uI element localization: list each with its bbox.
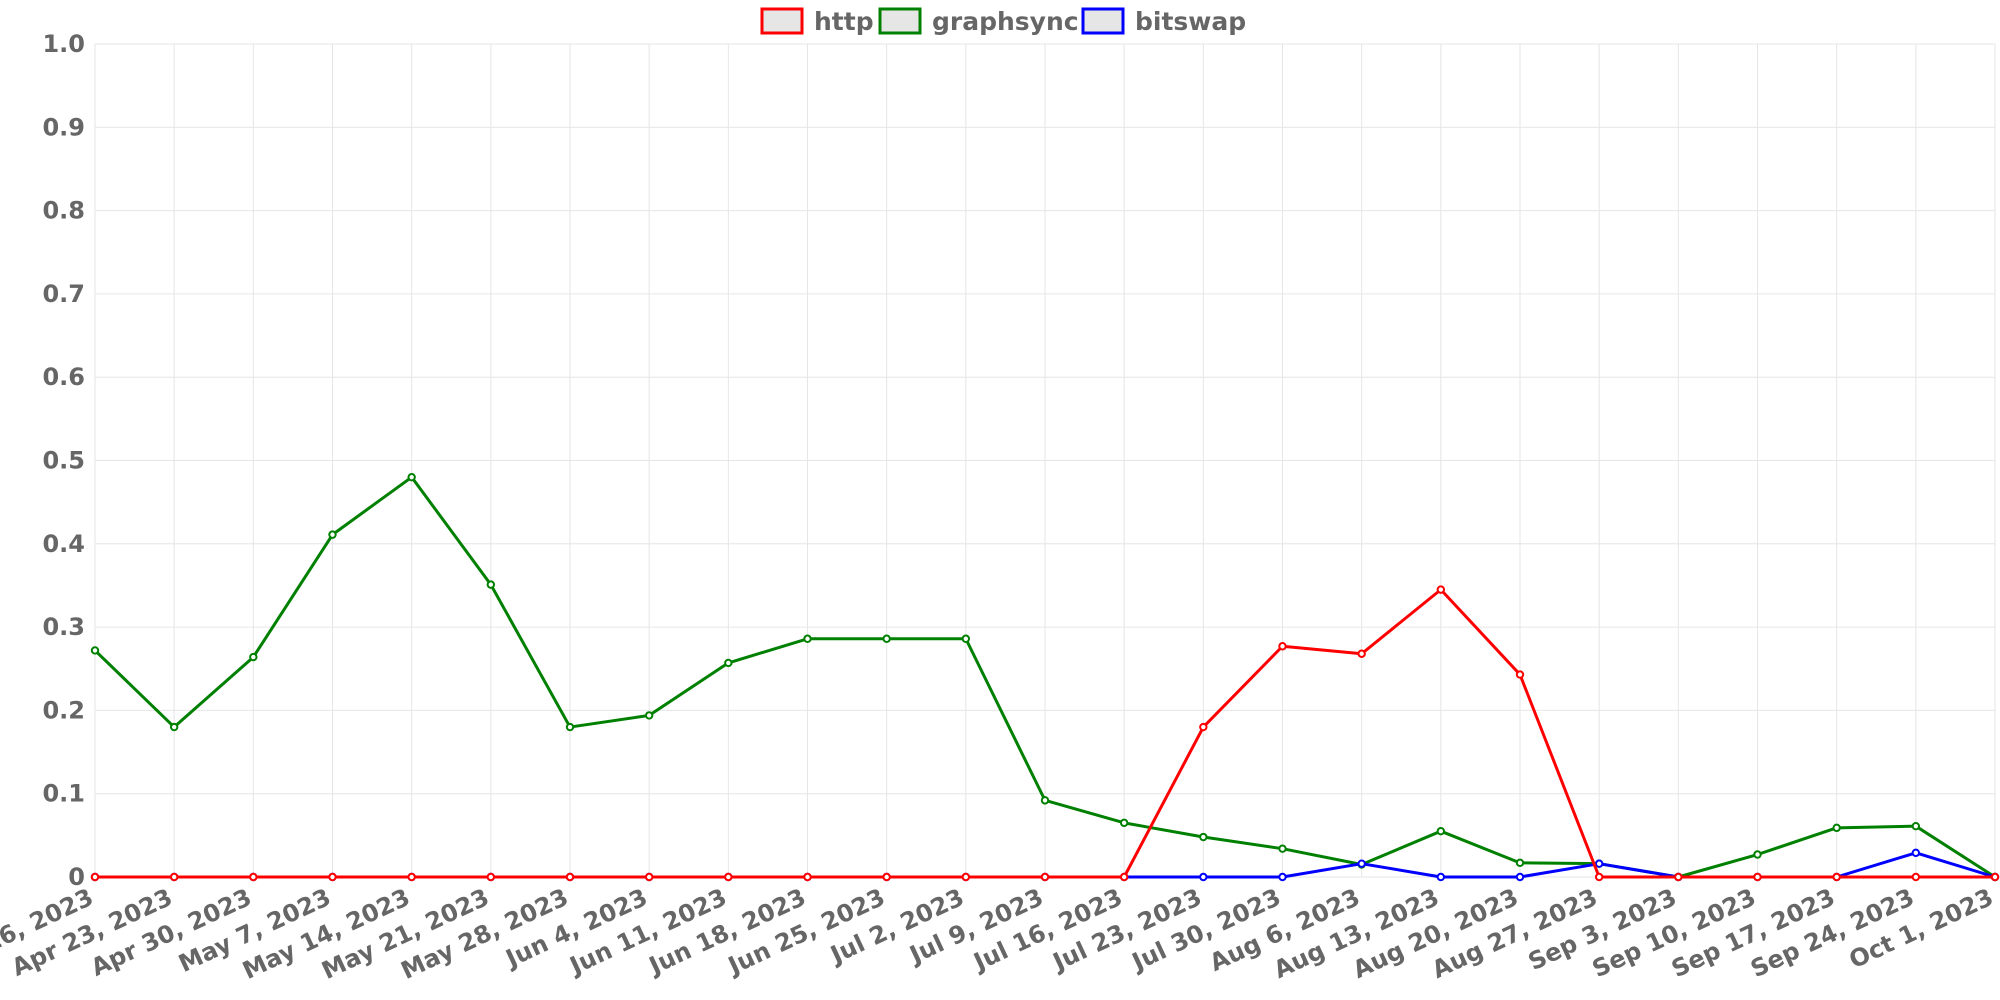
data-point-http bbox=[1119, 872, 1129, 882]
data-point-graphsync bbox=[565, 722, 575, 732]
data-point-bitswap bbox=[1357, 859, 1366, 868]
data-point-http bbox=[169, 872, 179, 882]
y-tick-label: 0 bbox=[68, 863, 85, 891]
legend-label-bitswap: bitswap bbox=[1135, 7, 1246, 36]
series-http bbox=[90, 585, 2000, 882]
y-tick-label: 0.8 bbox=[42, 197, 85, 225]
legend-item-graphsync[interactable]: graphsync bbox=[878, 7, 1079, 36]
y-tick-label: 0.5 bbox=[42, 447, 85, 475]
data-point-graphsync bbox=[1278, 844, 1287, 853]
legend-item-bitswap[interactable]: bitswap bbox=[1081, 7, 1246, 36]
data-point-http bbox=[1753, 872, 1762, 882]
legend-swatch-graphsync bbox=[878, 7, 922, 35]
data-point-graphsync bbox=[1515, 858, 1525, 868]
data-point-http bbox=[644, 872, 654, 882]
data-point-http bbox=[1515, 670, 1525, 679]
grid bbox=[94, 43, 1996, 878]
data-point-http bbox=[1594, 872, 1604, 882]
data-point-graphsync bbox=[1436, 826, 1446, 836]
series-lines bbox=[90, 472, 2000, 882]
data-point-http bbox=[1832, 872, 1841, 882]
data-point-http bbox=[328, 872, 337, 882]
data-point-graphsync bbox=[169, 722, 179, 732]
y-tick-label: 0.1 bbox=[42, 780, 85, 808]
y-tick-label: 0.9 bbox=[42, 113, 85, 141]
data-point-graphsync bbox=[407, 472, 416, 482]
data-point-graphsync bbox=[90, 646, 100, 655]
y-tick-label: 0.3 bbox=[42, 613, 85, 641]
y-tick-label: 0.7 bbox=[42, 280, 85, 308]
data-point-http bbox=[1357, 649, 1366, 658]
y-tick-label: 0.6 bbox=[42, 363, 85, 391]
data-point-graphsync bbox=[1119, 818, 1129, 828]
data-point-bitswap bbox=[1199, 872, 1208, 882]
data-point-http bbox=[882, 872, 891, 882]
data-point-http bbox=[803, 872, 812, 882]
y-tick-label: 0.2 bbox=[42, 696, 85, 724]
y-tick-label: 1.0 bbox=[42, 30, 85, 58]
y-axis-ticks: 0 0.1 0.2 0.3 0.4 0.5 0.6 0.7 0.8 0.9 1.0 bbox=[42, 30, 85, 891]
data-point-http bbox=[565, 872, 575, 882]
legend-label-http: http bbox=[814, 7, 874, 36]
data-point-graphsync bbox=[803, 634, 812, 643]
data-point-graphsync bbox=[1753, 850, 1762, 859]
data-point-graphsync bbox=[961, 634, 971, 643]
data-point-bitswap bbox=[1911, 848, 1921, 858]
data-point-graphsync bbox=[1832, 823, 1841, 833]
data-point-graphsync bbox=[486, 580, 496, 589]
data-point-bitswap bbox=[1278, 872, 1287, 882]
data-point-http bbox=[1278, 642, 1287, 651]
data-point-http bbox=[1199, 722, 1208, 732]
data-point-graphsync bbox=[882, 634, 891, 643]
y-tick-label: 0.4 bbox=[42, 530, 85, 558]
data-point-http bbox=[486, 872, 496, 882]
data-point-http bbox=[1990, 872, 2000, 882]
legend-swatch-http bbox=[760, 7, 804, 35]
data-point-http bbox=[1040, 872, 1050, 882]
data-point-http bbox=[1911, 872, 1921, 882]
legend-label-graphsync: graphsync bbox=[932, 7, 1079, 36]
legend-item-http[interactable]: http bbox=[760, 7, 874, 36]
data-point-graphsync bbox=[724, 658, 733, 668]
data-point-graphsync bbox=[1199, 832, 1208, 842]
legend[interactable]: http graphsync bitswap bbox=[760, 7, 1246, 36]
data-point-http bbox=[407, 872, 416, 882]
data-point-http bbox=[249, 872, 258, 882]
data-point-bitswap bbox=[1436, 872, 1446, 882]
data-point-bitswap bbox=[1594, 859, 1604, 868]
data-point-graphsync bbox=[328, 530, 337, 539]
data-point-http bbox=[961, 872, 971, 882]
data-point-http bbox=[90, 872, 100, 882]
data-point-graphsync bbox=[644, 711, 654, 720]
data-point-graphsync bbox=[1911, 821, 1921, 831]
data-point-http bbox=[1674, 872, 1683, 882]
data-point-graphsync bbox=[249, 652, 258, 662]
legend-swatch-bitswap bbox=[1081, 7, 1125, 35]
data-point-http bbox=[724, 872, 733, 882]
data-point-graphsync bbox=[1040, 796, 1050, 805]
data-point-http bbox=[1436, 585, 1446, 594]
data-point-bitswap bbox=[1515, 872, 1525, 882]
